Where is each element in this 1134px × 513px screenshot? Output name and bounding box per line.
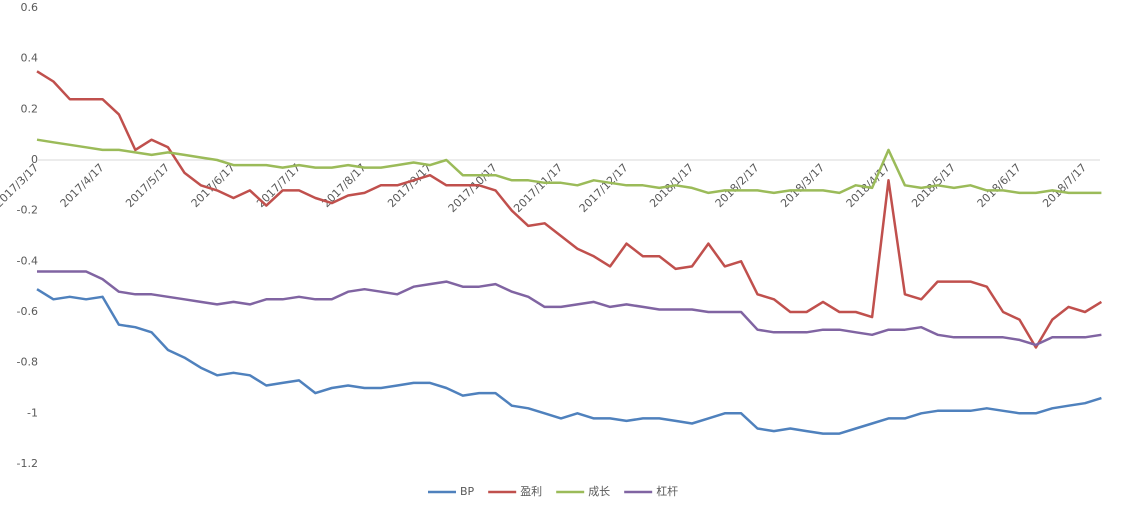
series-line (36, 138, 1102, 195)
y-tick-label: 0.4 (21, 52, 39, 65)
x-tick-label: 2018/3/17 (778, 161, 827, 210)
series-line (36, 70, 1103, 349)
y-tick-label: -0.4 (17, 254, 38, 267)
y-tick-label: 0.2 (21, 102, 39, 115)
x-tick-label: 2018/7/17 (1040, 161, 1089, 210)
x-tick-label: 2017/11/17 (511, 161, 565, 215)
y-tick-label: -0.8 (17, 356, 38, 369)
y-tick-label: -0.6 (17, 305, 38, 318)
series-line (36, 288, 1102, 435)
x-tick-label: 2017/4/17 (58, 161, 107, 210)
y-tick-label: -1 (27, 406, 38, 419)
legend-label: 成长 (588, 485, 610, 498)
x-tick-label: 2017/5/17 (123, 161, 172, 210)
x-tick-label: 2017/6/17 (189, 161, 238, 210)
legend-label: 盈利 (520, 485, 542, 498)
series-line (37, 270, 1102, 347)
legend-label: BP (460, 485, 475, 498)
x-tick-label: 2018/6/17 (975, 161, 1024, 210)
y-tick-label: -0.2 (17, 204, 38, 217)
x-tick-label: 2018/2/17 (713, 161, 762, 210)
y-tick-label: -1.2 (17, 457, 38, 470)
x-tick-label: 2017/12/17 (577, 161, 631, 215)
y-tick-label: 0.6 (21, 1, 39, 14)
y-tick-label: 0 (31, 153, 38, 166)
legend-label: 杠杆 (656, 484, 678, 498)
